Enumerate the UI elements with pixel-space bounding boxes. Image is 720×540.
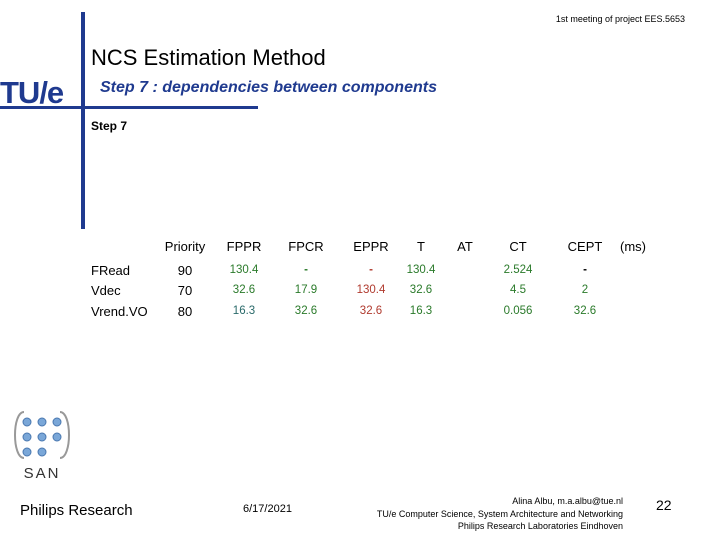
row-name: FRead [91,263,131,278]
contact-line: Alina Albu, m.a.albu@tue.nl [512,496,623,506]
meeting-label: 1st meeting of project EES.5653 [555,14,685,24]
tue-logo: TU/e [0,75,64,110]
table-cell: - [583,264,587,276]
page-number: 22 [656,497,672,513]
column-header: FPCR [288,239,324,254]
table-cell: 2 [581,284,589,296]
subtitle: Step 7 : dependencies between components [100,79,437,96]
row-name: Vrend.VO [91,304,148,319]
column-header: AT [457,239,473,254]
san-text: SAN [24,465,61,482]
slide-title: NCS Estimation Method [91,45,326,70]
logo-dots [22,417,62,457]
table-cell: 130.4 [356,284,386,296]
contact: Alina Albu, m.a.albu@tue.nl TU/e Computer… [377,495,623,533]
table-cell: 130.4 [406,264,436,276]
table-cell: 32.6 [359,305,383,317]
contact-line: Philips Research Laboratories Eindhoven [457,521,623,531]
table-cell: 2.524 [503,264,533,276]
table-cell: 32.6 [409,284,433,296]
logo-arc [14,411,70,459]
table-cell: 16.3 [232,305,256,317]
date: 6/17/2021 [243,503,292,515]
column-header: CEPT [567,239,603,254]
step-heading: Step 7 [91,119,128,133]
table-cell: 32.6 [573,305,597,317]
san-logo: SAN [14,411,70,482]
column-header: Priority [164,239,206,254]
unit-label: (ms) [620,239,646,254]
column-header: FPPR [226,239,262,254]
table-cell: 4.5 [510,284,526,296]
column-header: T [417,239,425,254]
table-cell: 70 [177,283,193,298]
org: Philips Research [20,502,133,519]
table-cell: 16.3 [409,305,433,317]
column-header: EPPR [353,239,389,254]
table-cell: 32.6 [294,305,318,317]
row-name: Vdec [91,283,121,298]
table-cell: 32.6 [232,284,256,296]
table-cell: - [369,264,373,276]
contact-line: TU/e Computer Science, System Architectu… [376,508,623,519]
table-cell: 90 [177,263,193,278]
vertical-rule [81,12,85,229]
table-cell: 17.9 [294,284,318,296]
table-cell: 130.4 [229,264,259,276]
table-cell: 0.056 [503,305,533,317]
column-header: CT [509,239,527,254]
horizontal-rule [0,106,258,109]
table-cell: 80 [177,304,193,319]
table-cell: - [304,264,308,276]
